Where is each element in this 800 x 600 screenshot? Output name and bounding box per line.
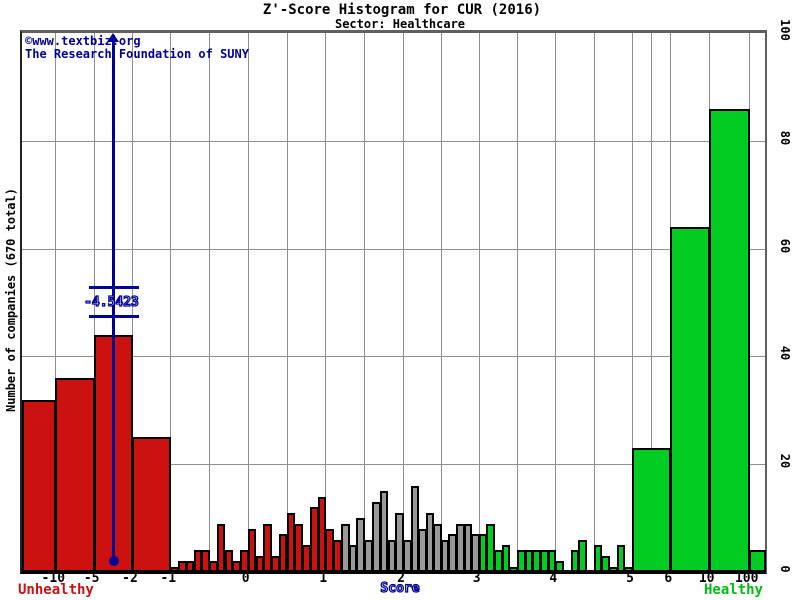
watermark-url: ©www.textbiz.org [25,34,141,48]
chart-subtitle: Sector: Healthcare [334,17,466,31]
x-tick-label: 4 [549,571,558,586]
marker-crossbar-bottom [88,315,139,318]
x-tick-label: -1 [160,571,177,586]
y-tick-label: 80 [778,130,792,146]
histogram-bar [263,523,272,572]
x-tick-label: 2 [397,571,405,586]
histogram-bar [247,528,257,572]
gridline-vertical [325,33,327,572]
histogram-bar [670,227,710,572]
watermark-org: The Research Foundation of SUNY [25,47,249,61]
x-tick-label: 5 [626,571,634,586]
gridline-vertical [132,33,133,572]
histogram-bar [486,523,496,572]
marker-dot [108,556,119,566]
histogram-bar [501,545,511,572]
histogram-bar [379,491,389,572]
gridline-vertical [555,33,557,572]
y-axis-label: Number of companies (670 total) [4,188,18,412]
gridline-vertical [403,33,404,572]
histogram-bar [193,550,203,572]
x-tick-label: -2 [122,571,138,586]
gridline-horizontal [22,464,765,466]
gridline-vertical [364,33,366,572]
x-tick-label: 100 [734,571,759,586]
gridline-vertical [247,33,249,572]
gridline-vertical [440,33,442,572]
marker-value-label: -4.5423 [83,294,139,310]
gridline-vertical [93,33,95,572]
histogram-bar [632,448,672,572]
histogram-bar [232,561,241,572]
y-tick-label: 0 [778,565,792,573]
histogram-bar [55,378,95,572]
gridline-horizontal [22,248,765,250]
y-tick-label: 20 [778,453,792,469]
histogram-bar [178,561,187,572]
x-tick-label: 6 [664,571,673,586]
gridline-horizontal [22,356,765,358]
histogram-bar [563,570,572,572]
histogram-bar [708,108,750,572]
unhealthy-label: Unhealthy [18,582,94,598]
gridline-vertical [651,33,653,572]
x-tick-label: 3 [472,571,481,586]
y-tick-label: 40 [778,346,792,361]
gridline-vertical [478,33,480,572]
histogram-bar [22,399,57,572]
x-tick-label: -10 [41,571,66,586]
x-tick-label: 10 [698,571,715,586]
histogram-bar [132,437,172,573]
gridline-vertical [170,33,172,572]
gridline-vertical [209,33,210,572]
gridline-vertical [593,33,595,572]
y-tick-label: 100 [778,19,792,41]
gridline-vertical [517,33,518,572]
x-tick-label: 1 [319,571,328,586]
histogram-bar [616,545,626,572]
gridline-vertical [55,33,57,572]
x-tick-label: 0 [241,571,250,586]
x-axis-title: Score [380,580,420,596]
gridline-horizontal [22,140,765,142]
histogram-bar [586,570,595,572]
histogram-bar [601,555,610,572]
gridline-vertical [286,33,288,572]
y-tick-label: 60 [778,238,792,253]
plot-area: -4.5423 ©www.textbiz.org The Research Fo… [20,30,767,574]
histogram-bar [748,550,766,572]
histogram-bar [578,539,587,572]
marker-crossbar-top [88,286,139,289]
x-tick-label: -5 [83,571,100,586]
chart-title: Z'-Score Histogram for CUR (2016) [262,2,542,18]
histogram-bar [216,523,226,572]
marker-line [112,35,115,561]
marker-arrow-icon [107,33,119,42]
gridline-vertical [632,33,633,572]
histogram-bar [555,561,564,572]
healthy-label: Healthy [703,582,763,598]
